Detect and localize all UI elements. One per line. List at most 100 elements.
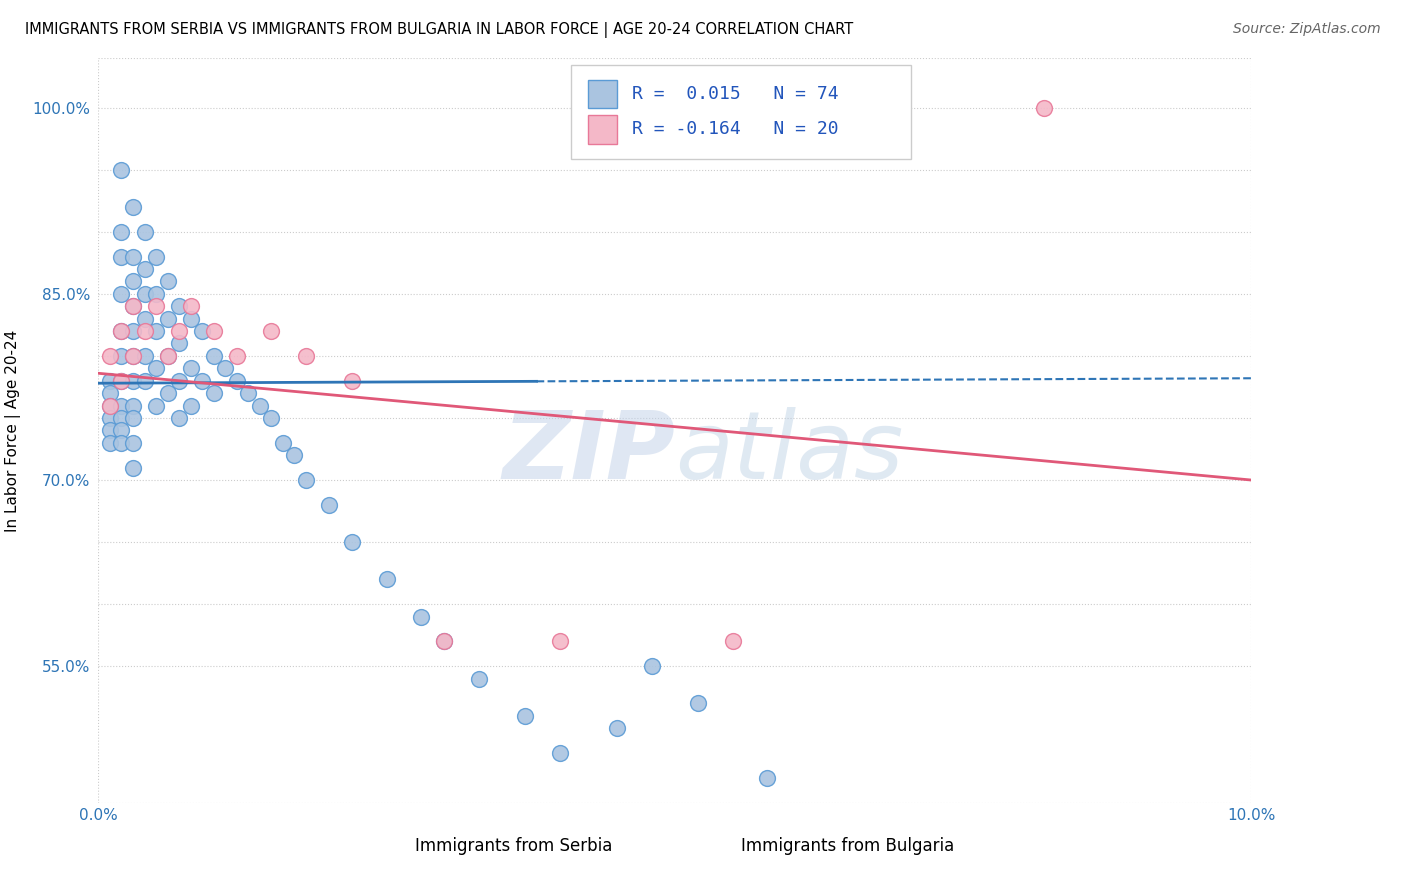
Point bbox=[295, 349, 318, 363]
Point bbox=[134, 311, 156, 326]
Point bbox=[721, 634, 744, 648]
Point bbox=[156, 349, 179, 363]
Point bbox=[110, 324, 132, 338]
Point bbox=[180, 361, 202, 376]
Point bbox=[110, 225, 132, 239]
Text: R =  0.015   N = 74: R = 0.015 N = 74 bbox=[633, 85, 839, 103]
Point bbox=[756, 771, 779, 785]
Point bbox=[167, 324, 190, 338]
Point bbox=[1032, 101, 1054, 115]
Point bbox=[641, 659, 664, 673]
Point bbox=[98, 349, 121, 363]
Point bbox=[110, 435, 132, 450]
Point bbox=[98, 386, 121, 401]
Point bbox=[167, 411, 190, 425]
Point bbox=[98, 435, 121, 450]
Point bbox=[122, 200, 145, 214]
Point bbox=[98, 424, 121, 438]
Point bbox=[180, 311, 202, 326]
Point bbox=[122, 250, 145, 264]
Point bbox=[411, 609, 433, 624]
Point bbox=[145, 324, 167, 338]
Point bbox=[145, 250, 167, 264]
Text: Source: ZipAtlas.com: Source: ZipAtlas.com bbox=[1233, 22, 1381, 37]
Text: atlas: atlas bbox=[675, 408, 903, 499]
Point bbox=[468, 672, 491, 686]
Point bbox=[548, 746, 571, 760]
Point bbox=[167, 299, 190, 313]
Text: Immigrants from Serbia: Immigrants from Serbia bbox=[415, 837, 612, 855]
Point bbox=[145, 399, 167, 413]
Point bbox=[202, 324, 225, 338]
Point bbox=[145, 361, 167, 376]
Point bbox=[238, 386, 260, 401]
Point bbox=[122, 299, 145, 313]
Point bbox=[191, 374, 214, 388]
Point bbox=[122, 274, 145, 288]
FancyBboxPatch shape bbox=[571, 65, 911, 159]
Point bbox=[122, 349, 145, 363]
Point bbox=[606, 721, 628, 735]
Point bbox=[134, 324, 156, 338]
Bar bbox=[738, 837, 763, 861]
Point bbox=[375, 573, 398, 587]
Point bbox=[98, 399, 121, 413]
Point bbox=[122, 349, 145, 363]
Point bbox=[122, 374, 145, 388]
Point bbox=[110, 411, 132, 425]
Point bbox=[191, 324, 214, 338]
Point bbox=[98, 411, 121, 425]
Point bbox=[202, 386, 225, 401]
Point bbox=[548, 634, 571, 648]
Point bbox=[134, 286, 156, 301]
Point bbox=[122, 299, 145, 313]
Text: IMMIGRANTS FROM SERBIA VS IMMIGRANTS FROM BULGARIA IN LABOR FORCE | AGE 20-24 CO: IMMIGRANTS FROM SERBIA VS IMMIGRANTS FRO… bbox=[25, 22, 853, 38]
Point bbox=[122, 324, 145, 338]
Point bbox=[110, 250, 132, 264]
Point bbox=[110, 349, 132, 363]
Text: R = -0.164   N = 20: R = -0.164 N = 20 bbox=[633, 120, 839, 138]
Point bbox=[134, 349, 156, 363]
Point bbox=[260, 324, 283, 338]
Text: Immigrants from Bulgaria: Immigrants from Bulgaria bbox=[741, 837, 955, 855]
Point bbox=[156, 349, 179, 363]
Point bbox=[110, 374, 132, 388]
Point bbox=[156, 386, 179, 401]
Bar bbox=[589, 79, 617, 108]
Point bbox=[110, 424, 132, 438]
Point bbox=[260, 411, 283, 425]
Text: ZIP: ZIP bbox=[502, 407, 675, 499]
Point bbox=[318, 498, 340, 512]
Point bbox=[110, 286, 132, 301]
Point bbox=[295, 473, 318, 487]
Point bbox=[686, 697, 709, 711]
Point bbox=[340, 374, 363, 388]
Point bbox=[122, 460, 145, 475]
Point bbox=[249, 399, 271, 413]
Point bbox=[180, 299, 202, 313]
Point bbox=[122, 411, 145, 425]
Point bbox=[98, 374, 121, 388]
Bar bbox=[392, 837, 418, 861]
Point bbox=[110, 324, 132, 338]
Y-axis label: In Labor Force | Age 20-24: In Labor Force | Age 20-24 bbox=[6, 329, 21, 532]
Point bbox=[433, 634, 456, 648]
Point bbox=[225, 349, 247, 363]
Point bbox=[214, 361, 236, 376]
Point bbox=[110, 162, 132, 177]
Point bbox=[145, 286, 167, 301]
Point bbox=[134, 262, 156, 277]
Point bbox=[134, 225, 156, 239]
Point bbox=[110, 399, 132, 413]
Point bbox=[98, 399, 121, 413]
Point bbox=[145, 299, 167, 313]
Point bbox=[513, 709, 536, 723]
Point bbox=[202, 349, 225, 363]
Point bbox=[122, 399, 145, 413]
Point bbox=[167, 336, 190, 351]
Point bbox=[167, 374, 190, 388]
Point bbox=[122, 435, 145, 450]
Point bbox=[156, 311, 179, 326]
Point bbox=[134, 374, 156, 388]
Point bbox=[225, 374, 247, 388]
